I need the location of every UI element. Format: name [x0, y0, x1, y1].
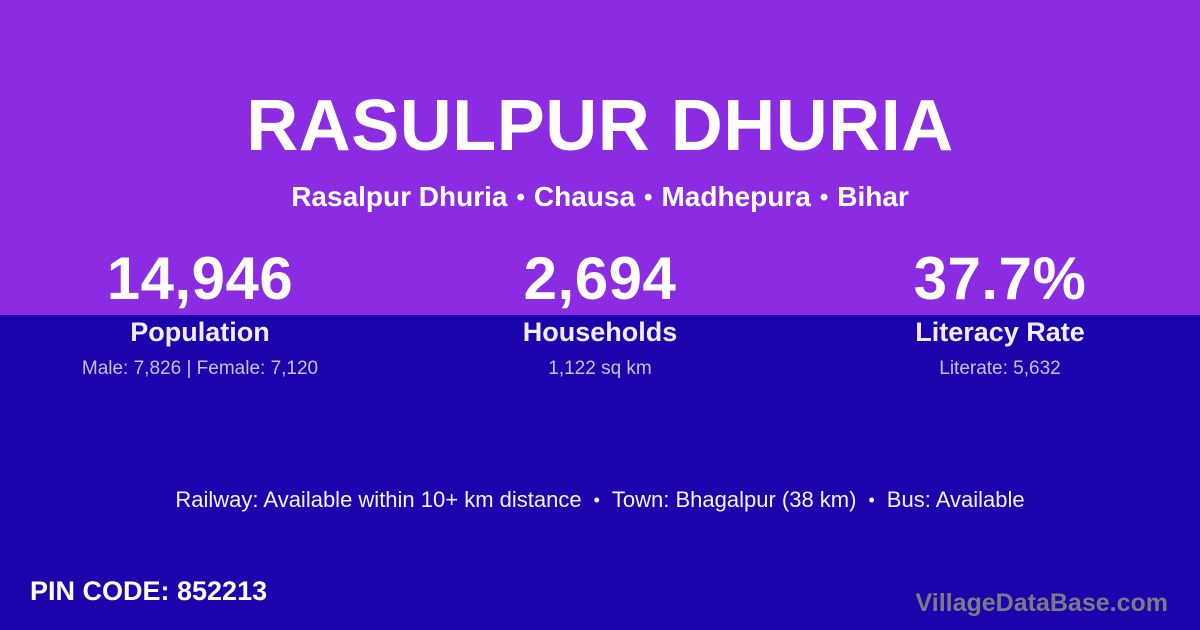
households-value: 2,694 — [523, 245, 677, 312]
breadcrumb: Rasalpur Dhuria • Chausa • Madhepura • Bihar — [0, 180, 1200, 215]
stat-literacy-rate: 37.7% Literacy Rate Literate: 5,632 — [800, 246, 1200, 381]
literacy-label: Literacy Rate — [915, 317, 1085, 347]
population-label: Population — [130, 317, 270, 347]
households-label: Households — [522, 317, 678, 347]
literacy-value: 37.7% — [913, 245, 1087, 312]
literacy-detail: Literate: 5,632 — [939, 358, 1061, 379]
stats-row: 14,946 Population Male: 7,826 | Female: … — [0, 246, 1200, 381]
bullet-separator: • — [644, 184, 653, 211]
bus-availability: Bus: Available — [886, 487, 1025, 512]
nearest-town: Town: Bhagalpur (38 km) — [611, 487, 857, 512]
stat-households: 2,694 Households 1,122 sq km — [400, 246, 800, 381]
bullet-separator: • — [516, 184, 525, 211]
stat-population: 14,946 Population Male: 7,826 | Female: … — [0, 246, 400, 381]
bullet-separator: • — [819, 184, 829, 211]
population-detail: Male: 7,826 | Female: 7,120 — [81, 358, 319, 379]
breadcrumb-state: Bihar — [837, 181, 909, 212]
bullet-separator: • — [593, 490, 600, 510]
breadcrumb-district: Madhepura — [661, 181, 811, 212]
transport-info-line: Railway: Available within 10+ km distanc… — [0, 486, 1200, 514]
page-title: RASULPUR DHURIA — [246, 86, 954, 166]
pin-code: PIN CODE: 852213 — [30, 576, 268, 606]
breadcrumb-village: Rasalpur Dhuria — [291, 181, 508, 212]
population-value: 14,946 — [106, 245, 294, 312]
breadcrumb-block: Chausa — [533, 181, 636, 212]
households-detail: 1,122 sq km — [548, 358, 652, 379]
railway-availability: Railway: Available within 10+ km distanc… — [175, 487, 582, 512]
bullet-separator: • — [868, 490, 875, 510]
site-watermark: VillageDataBase.com — [915, 589, 1168, 617]
